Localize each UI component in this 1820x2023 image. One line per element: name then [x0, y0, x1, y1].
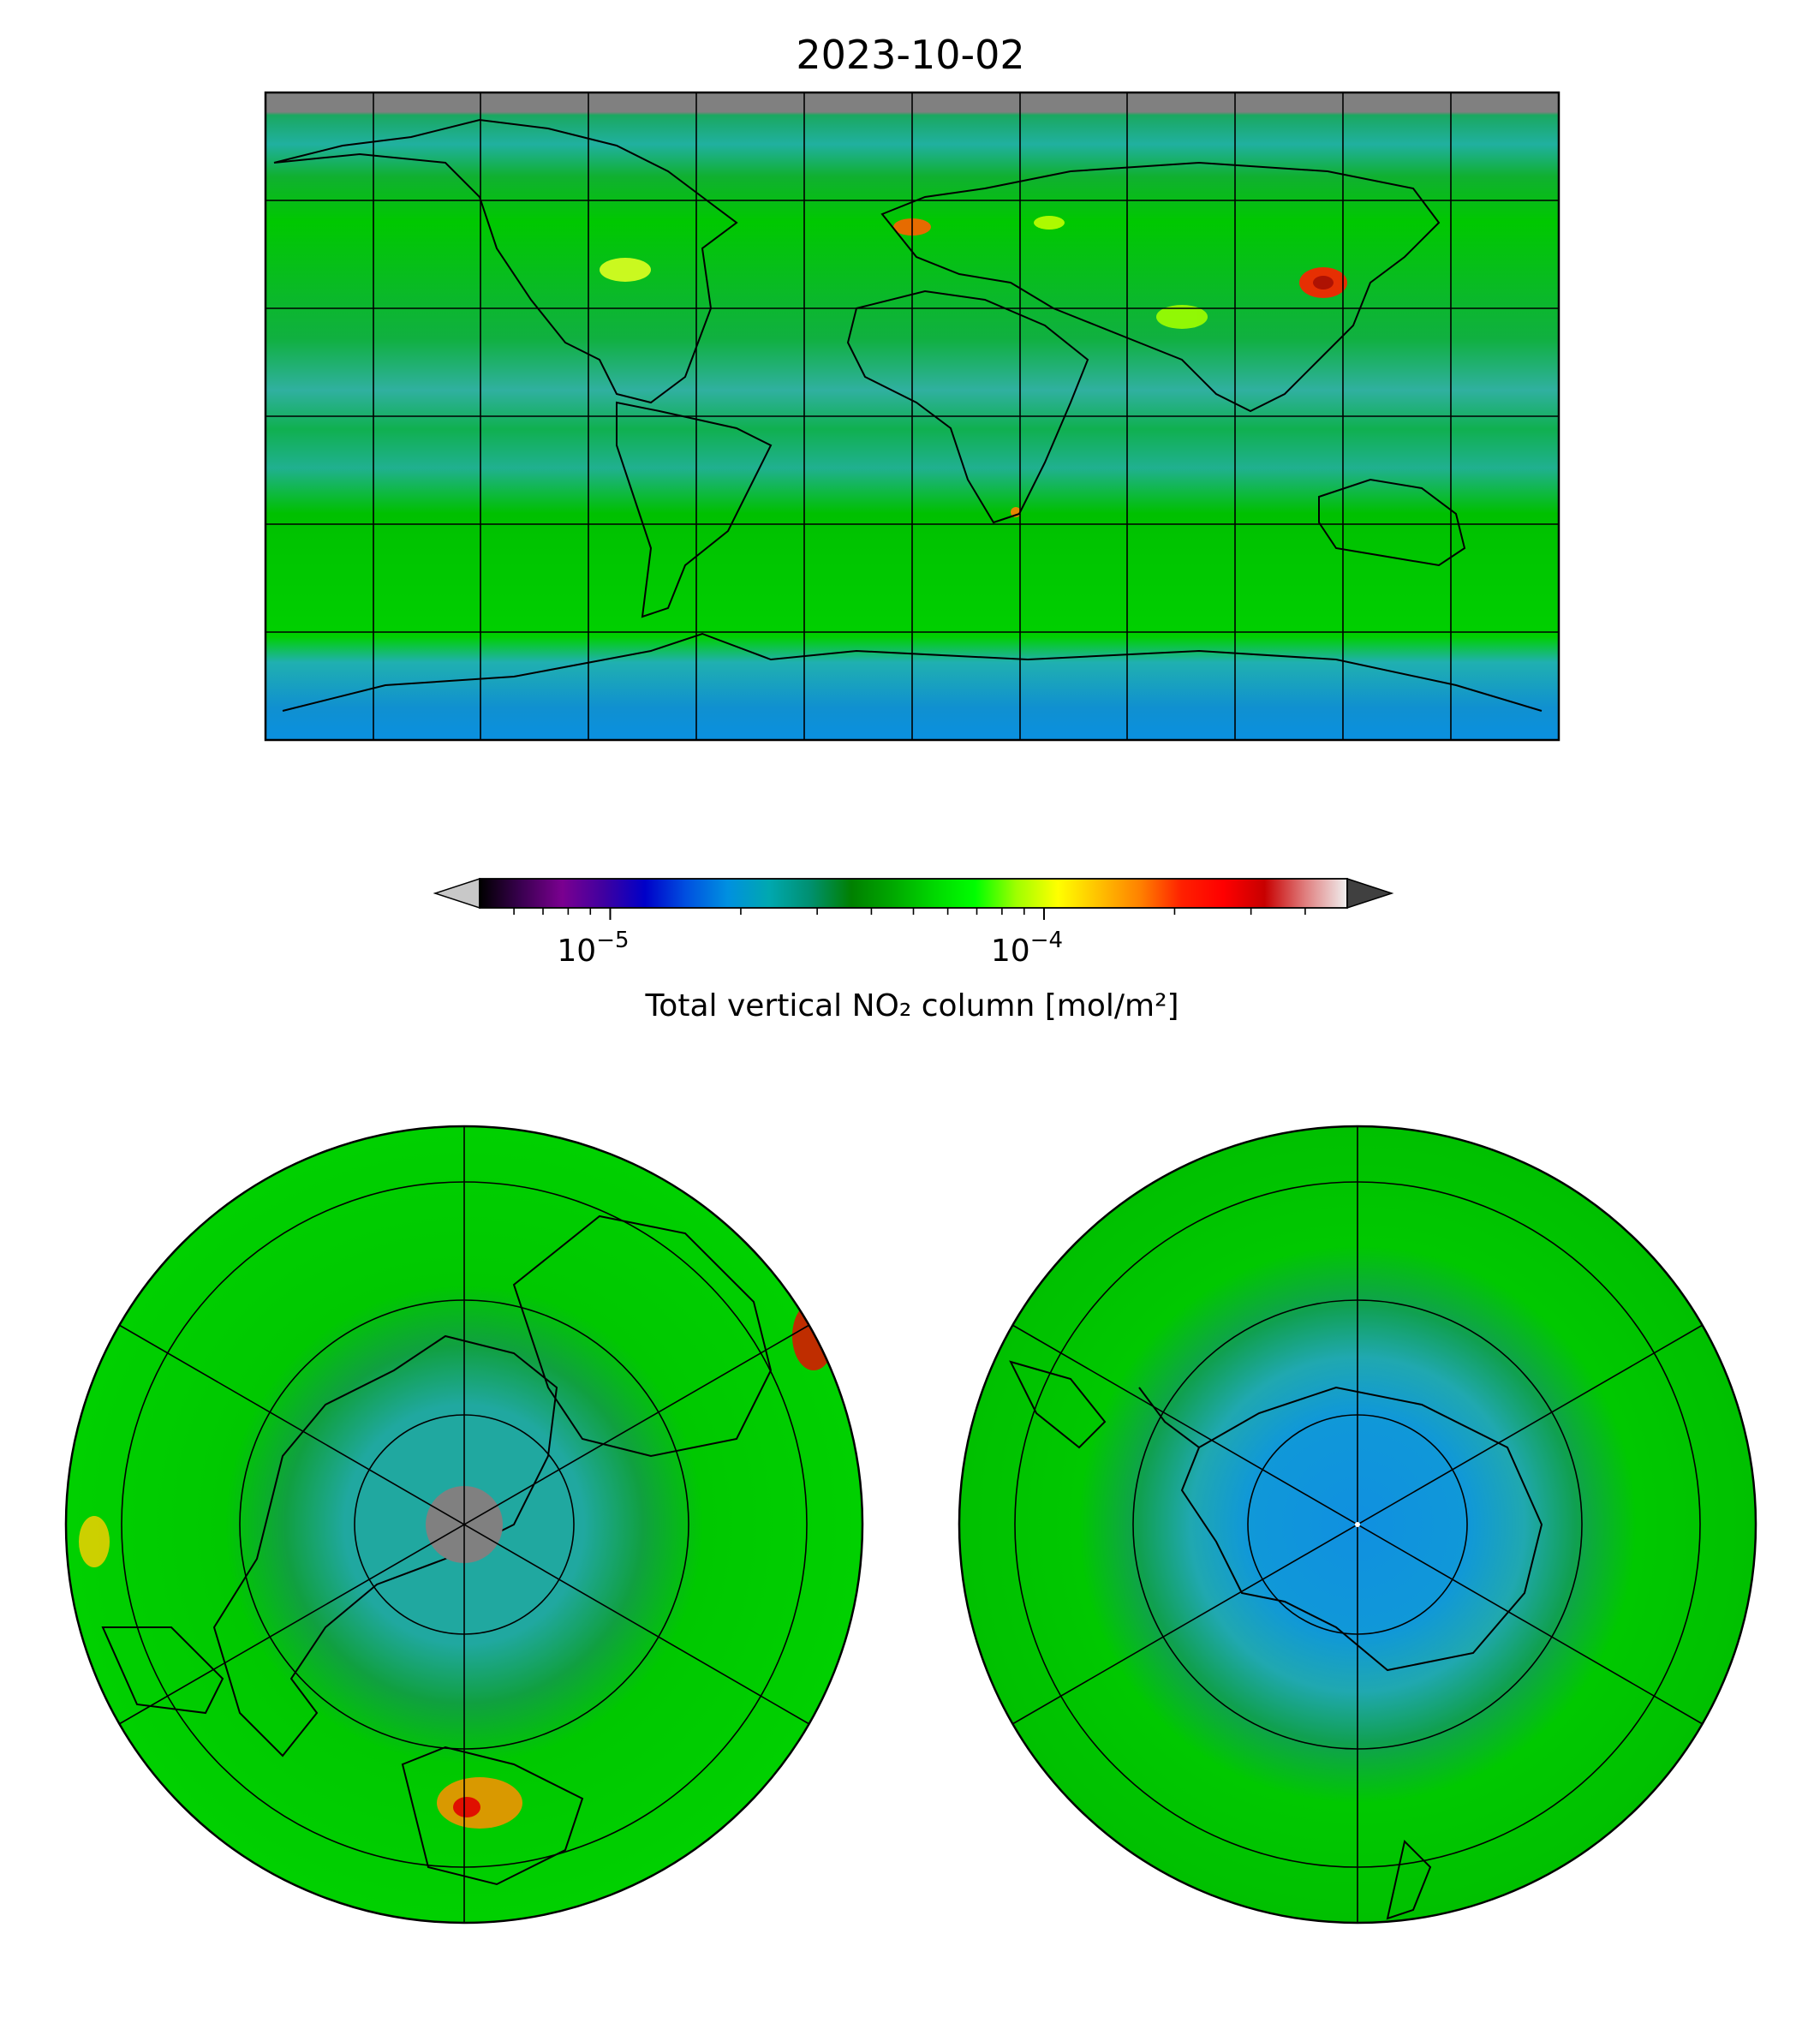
hotspot-us-east [600, 258, 651, 282]
north-hotspot-europe [437, 1777, 522, 1829]
colorbar-label: Total vertical NO₂ column [mol/m²] [644, 988, 1179, 1023]
global-coastlines [273, 118, 1543, 712]
hotspot-india [1156, 305, 1208, 329]
north-hotspot-east-asia [792, 1302, 835, 1370]
north-polar-frame [64, 1125, 864, 1925]
north-hotspot-west [79, 1516, 110, 1567]
colorbar: 10−5 10−4 Total vertical NO₂ column [mol/… [433, 877, 1394, 1023]
south-polar-gridlines [1011, 1126, 1704, 1923]
colorbar-body [480, 879, 1347, 908]
north-hotspot-europe-core [453, 1797, 480, 1817]
global-map-frame [264, 91, 1560, 742]
colorbar-ticks: 10−5 10−4 [513, 908, 1306, 969]
hotspot-east-asia-core [1313, 276, 1334, 289]
colorbar-tick-label: 10−5 [557, 928, 629, 969]
figure-title: 2023-10-02 [796, 32, 1024, 78]
north-polar-gridlines [118, 1126, 810, 1923]
colorbar-under-triangle [433, 877, 480, 910]
colorbar-tick-label: 10−4 [991, 928, 1063, 969]
south-pole-point [1355, 1522, 1360, 1527]
global-map [264, 91, 1560, 742]
global-hotspots [600, 216, 1347, 517]
south-polar-map [958, 1125, 1757, 1925]
north-polar-map [64, 1125, 864, 1925]
south-polar-frame [958, 1125, 1757, 1925]
colorbar-over-triangle [1346, 877, 1394, 910]
hotspot-middle-east [1034, 216, 1065, 230]
global-gridlines [266, 92, 1559, 740]
